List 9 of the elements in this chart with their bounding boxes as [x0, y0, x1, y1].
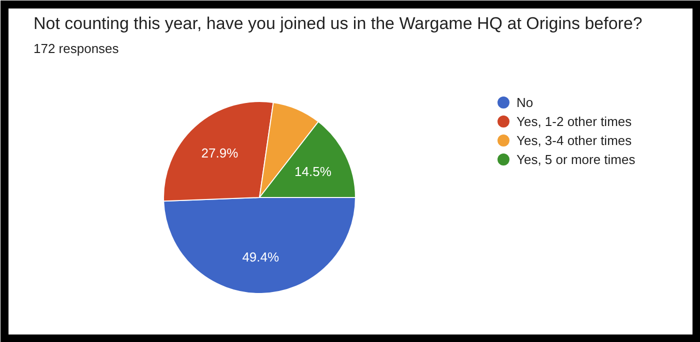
legend-label: No — [516, 95, 534, 110]
legend-label: Yes, 1-2 other times — [516, 114, 632, 129]
data-label: 14.5% — [294, 164, 332, 179]
data-label: 49.4% — [242, 250, 280, 265]
data-label: 27.9% — [201, 146, 239, 161]
chart-title: Not counting this year, have you joined us in the Wargame HQ at Origins before? — [34, 14, 642, 33]
legend-label: Yes, 5 or more times — [516, 152, 636, 167]
chart-subtitle: 172 responses — [34, 41, 120, 56]
legend-label: Yes, 3-4 other times — [516, 133, 632, 148]
